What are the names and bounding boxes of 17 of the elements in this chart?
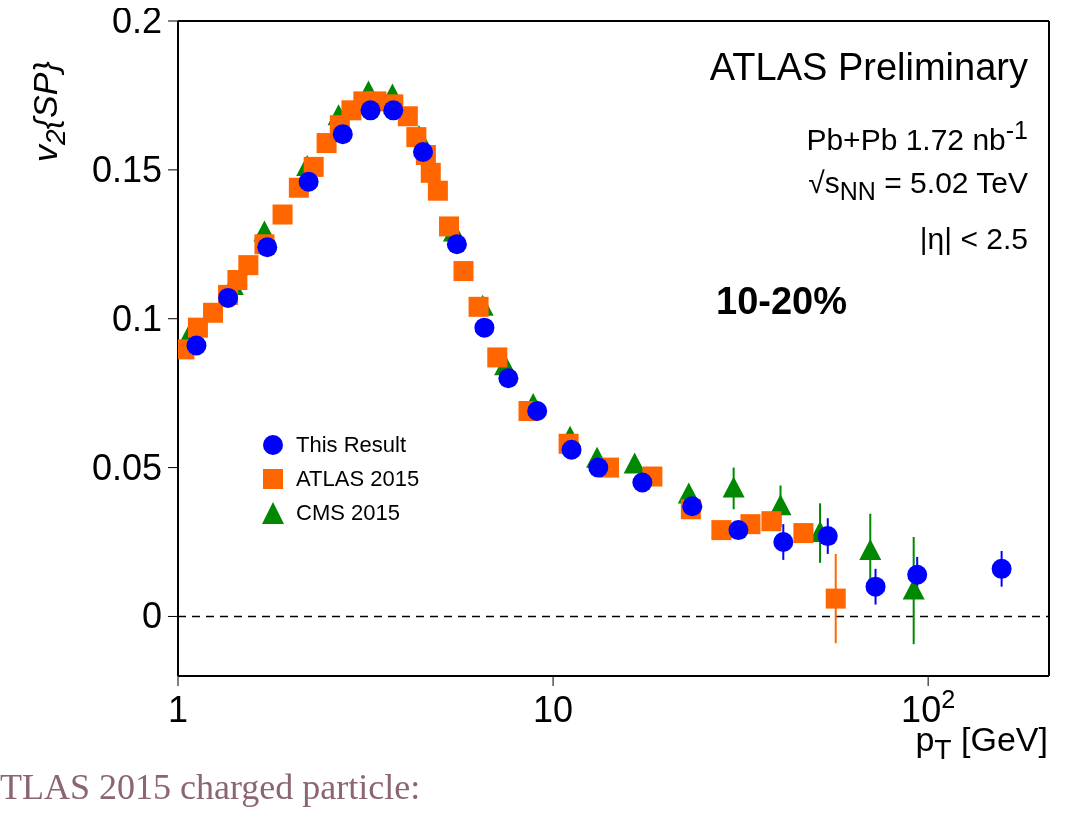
text: TLAS 2015 charged particle: [0, 766, 421, 808]
annotation: ATLAS Preliminary [709, 46, 1028, 89]
legend-label: This Result [296, 432, 407, 458]
y-tick-label: 0.1 [111, 297, 162, 339]
y-tick-label: 0.15 [91, 148, 162, 190]
legend-label: ATLAS 2015 [296, 466, 420, 492]
annotation: √s$_{NN}$ = 5.02 TeV [808, 166, 1028, 206]
x-tick-label: 10 [533, 689, 574, 730]
y-tick-label: 0 [141, 595, 162, 637]
annotation: |η| < 2.5 [919, 222, 1028, 256]
y-tick-label: 0.2 [111, 0, 162, 41]
annotation: 10-20% [716, 280, 847, 323]
legend-label: CMS 2015 [296, 500, 400, 526]
y-tick-label: 0.05 [91, 446, 162, 488]
annotation: Pb+Pb 1.72 nb$^{-1}$ [806, 116, 1028, 157]
x-tick-label: 1 [167, 689, 189, 730]
x-tick-label: 10$^{2}$ [901, 685, 956, 730]
